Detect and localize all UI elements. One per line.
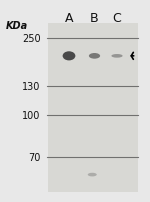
Text: 100: 100 — [22, 110, 40, 120]
Text: 250: 250 — [22, 33, 40, 43]
Ellipse shape — [111, 55, 123, 58]
Text: A: A — [65, 12, 73, 25]
Text: KDa: KDa — [6, 21, 28, 31]
Text: B: B — [90, 12, 99, 25]
Ellipse shape — [63, 52, 75, 61]
Ellipse shape — [88, 173, 97, 177]
Text: 130: 130 — [22, 82, 40, 92]
Text: C: C — [113, 12, 121, 25]
Ellipse shape — [89, 54, 100, 59]
FancyBboxPatch shape — [48, 24, 138, 192]
Text: 70: 70 — [28, 153, 40, 163]
